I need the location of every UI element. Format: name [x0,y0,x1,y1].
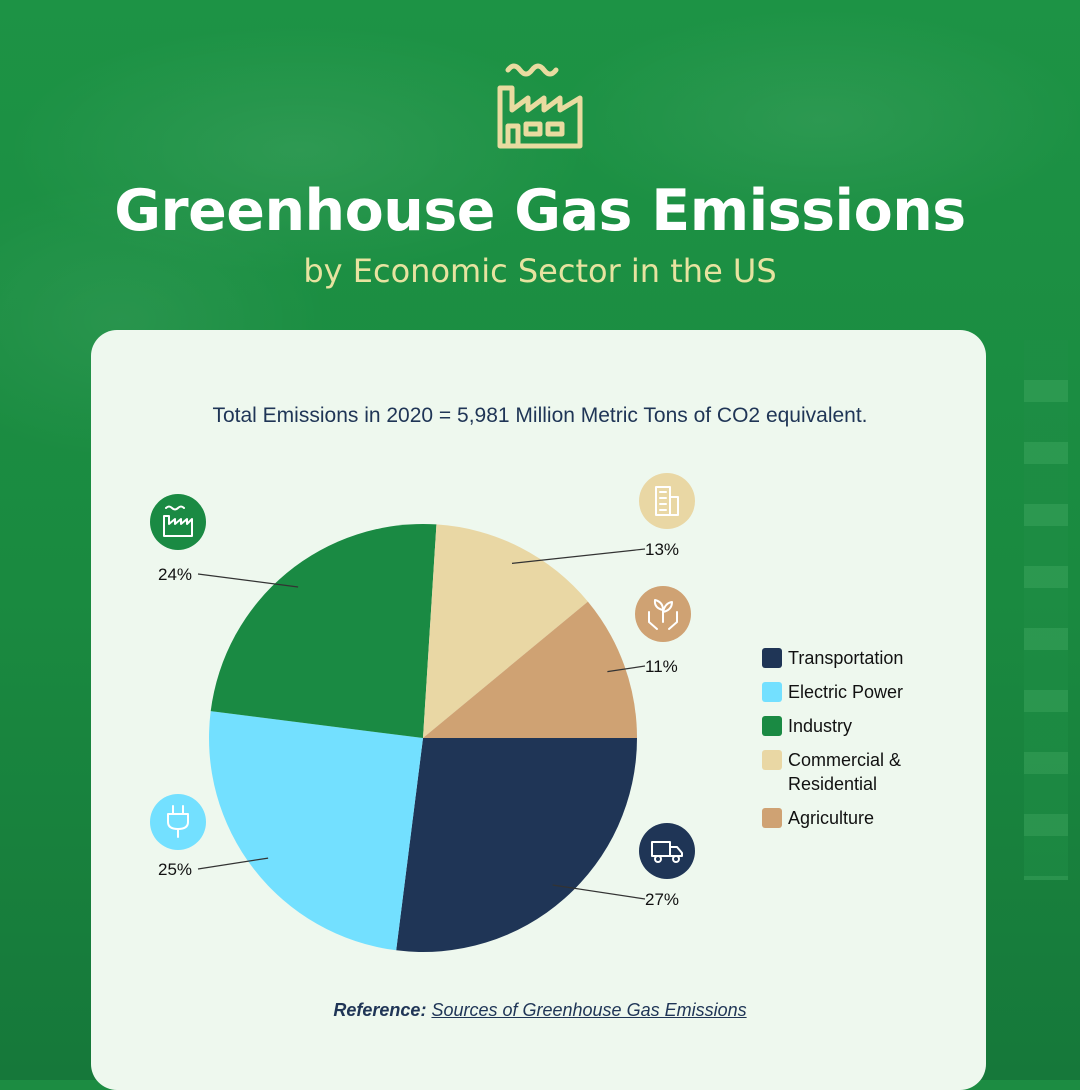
page-subtitle: by Economic Sector in the US [303,252,777,290]
legend-swatch [762,750,782,770]
legend-swatch [762,682,782,702]
pct-label-agriculture: 11% [645,657,678,676]
reference-label: Reference: [333,1000,427,1020]
leader-line-industry [197,573,299,588]
background-chimney [1024,340,1068,880]
plug-icon [150,794,206,850]
factory-icon [497,63,583,149]
leader-line-electric-power [197,857,269,870]
factory-icon [150,494,206,550]
pie-slice-commercial-residential [423,524,588,738]
leader-line-commercial-residential [511,548,646,564]
pie-slice-agriculture [423,601,637,738]
legend-item-electric-power: Electric Power [762,680,972,704]
legend-swatch [762,716,782,736]
pie-slice-electric-power [209,711,423,951]
pct-label-commercial-residential: 13% [645,540,679,559]
pct-label-electric-power: 25% [158,860,192,879]
pie-slice-transportation [396,738,637,952]
chart-legend: Transportation Electric Power Industry Comm… [762,646,972,840]
legend-swatch [762,648,782,668]
building-icon [639,473,695,529]
legend-item-agriculture: Agriculture [762,806,972,830]
legend-label: Transportation [788,648,904,668]
plant-hands-icon [635,586,691,642]
leader-line-transportation [552,884,646,900]
truck-icon [639,823,695,879]
reference-link[interactable]: Sources of Greenhouse Gas Emissions [431,1000,747,1020]
reference: Reference: Sources of Greenhouse Gas Emi… [0,1000,1080,1021]
pie-slice-industry [210,523,437,738]
legend-label: Electric Power [788,682,904,702]
total-emissions-text: Total Emissions in 2020 = 5,981 Million … [212,404,868,427]
pct-label-transportation: 27% [645,890,679,909]
page-title: Greenhouse Gas Emissions [114,178,966,244]
legend-label: Commercial & Residential [788,750,902,794]
pct-label-industry: 24% [158,565,192,584]
legend-item-transportation: Transportation [762,646,972,670]
legend-swatch [762,808,782,828]
legend-item-industry: Industry [762,714,972,738]
legend-label: Agriculture [788,808,875,828]
legend-item-commercial-residential: Commercial & Residential [762,748,972,796]
legend-label: Industry [788,716,853,736]
leader-line-agriculture [607,665,646,673]
